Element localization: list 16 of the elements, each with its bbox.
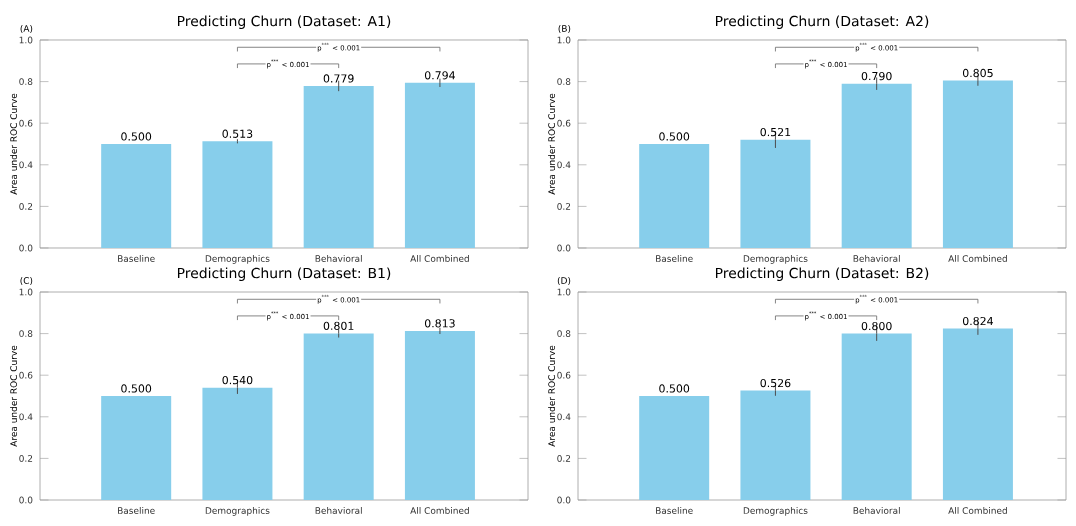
bar bbox=[942, 80, 1013, 248]
bar bbox=[639, 396, 710, 500]
bar bbox=[841, 333, 912, 500]
bar bbox=[202, 387, 273, 500]
bar bbox=[740, 139, 811, 248]
bar bbox=[942, 328, 1013, 500]
bar bbox=[202, 141, 273, 248]
bar bbox=[101, 396, 172, 500]
bar bbox=[101, 143, 172, 248]
bar bbox=[303, 333, 374, 500]
bar bbox=[404, 82, 475, 248]
bar bbox=[740, 390, 811, 500]
bar bbox=[404, 330, 475, 500]
bar bbox=[841, 83, 912, 248]
bar bbox=[639, 143, 710, 248]
bar bbox=[303, 85, 374, 248]
